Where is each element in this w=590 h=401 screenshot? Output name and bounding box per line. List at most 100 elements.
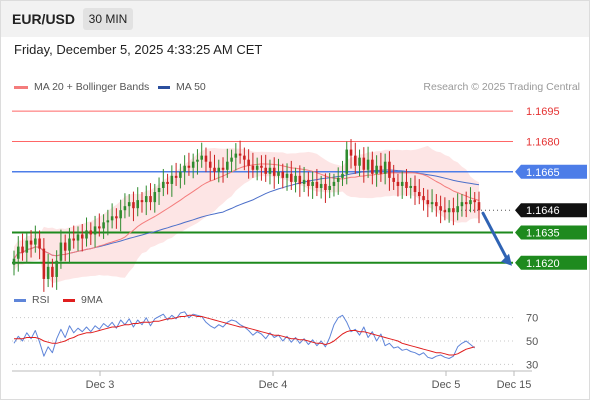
candle-body — [341, 173, 344, 178]
candle — [217, 159, 221, 183]
candle — [264, 154, 267, 182]
candle — [157, 177, 161, 205]
candle-body — [294, 175, 297, 182]
candle-body — [72, 238, 76, 241]
candle — [80, 223, 84, 252]
candle-body — [196, 159, 199, 162]
candle-body — [251, 165, 255, 170]
candle-body — [290, 173, 293, 182]
candle-body — [349, 149, 353, 156]
candle-body — [29, 240, 33, 245]
candle — [166, 173, 169, 195]
candle — [281, 163, 285, 189]
candle — [21, 233, 24, 261]
candle-body — [217, 167, 221, 172]
candle-body — [38, 238, 41, 249]
candle — [439, 195, 442, 224]
timeframe-button[interactable]: 30 MIN — [83, 8, 133, 30]
candle — [435, 194, 438, 217]
candle-body — [473, 200, 477, 203]
candle-body — [460, 202, 464, 207]
candle-body — [435, 202, 438, 207]
candle-body — [230, 157, 233, 162]
candle — [447, 200, 451, 223]
candle-body — [221, 167, 225, 170]
candle — [362, 147, 366, 183]
candle-body — [42, 248, 46, 279]
candle-body — [110, 216, 114, 221]
candle — [302, 166, 306, 193]
ma20-line — [13, 163, 480, 259]
forecast-arrow-shaft — [481, 211, 510, 263]
candle-body — [264, 167, 267, 174]
candle — [174, 162, 178, 186]
candle-body — [426, 200, 430, 205]
candle — [456, 193, 459, 221]
candle — [208, 151, 212, 181]
candle-body — [311, 181, 314, 186]
candle — [443, 197, 447, 221]
candle — [200, 142, 203, 168]
candle-body — [213, 167, 216, 172]
candle-body — [268, 167, 272, 174]
candle-body — [405, 181, 408, 188]
ma20-swatch — [14, 85, 28, 89]
candle-body — [51, 266, 54, 277]
candle — [204, 147, 208, 173]
candle-body — [392, 177, 395, 182]
candle-body — [277, 171, 280, 176]
candle-body — [179, 171, 182, 178]
candle — [366, 146, 370, 178]
candle — [196, 149, 199, 175]
candle — [85, 217, 88, 247]
candle-body — [136, 200, 139, 209]
candle-body — [162, 181, 165, 188]
candle-body — [417, 192, 421, 197]
candle-body — [243, 155, 246, 160]
candle-body — [85, 230, 88, 239]
candle — [422, 187, 425, 211]
ma9-swatch — [63, 298, 75, 302]
candle — [341, 160, 344, 186]
candle — [115, 208, 118, 229]
candle — [383, 153, 387, 185]
forecast-arrow-head — [501, 253, 512, 266]
candle — [243, 147, 246, 171]
rsi-ma-line — [14, 314, 475, 356]
candle-body — [98, 226, 101, 229]
rsi-tick-30: 30 — [526, 359, 538, 371]
candle-body — [298, 175, 302, 184]
candle-body — [447, 208, 451, 213]
candle-body — [379, 165, 383, 174]
candle — [388, 151, 391, 191]
candle — [136, 187, 139, 217]
candle-body — [238, 153, 242, 156]
candle — [469, 187, 472, 213]
candle-body — [388, 161, 391, 178]
candle — [358, 149, 361, 177]
candle-body — [354, 155, 357, 166]
candle-body — [396, 181, 400, 186]
candle-body — [439, 206, 442, 211]
price-tag-text-1.1665: 1.1665 — [526, 167, 560, 179]
candle-body — [46, 266, 50, 279]
price-tag-text-1.1646: 1.1646 — [526, 205, 560, 217]
legend-9ma: 9MA — [63, 294, 103, 306]
candle-body — [144, 196, 148, 203]
x-tick-label: Dec 3 — [86, 379, 115, 391]
legend-9ma-label: 9MA — [81, 294, 103, 306]
price-tag-text-1.1620: 1.1620 — [526, 258, 560, 270]
candle — [452, 197, 455, 226]
candle — [238, 140, 242, 164]
candle-body — [208, 161, 212, 168]
candle — [400, 171, 404, 199]
candle — [34, 225, 37, 253]
candle — [144, 185, 148, 216]
candle — [226, 148, 229, 178]
candle — [268, 159, 272, 185]
candle — [162, 168, 165, 197]
candle-body — [80, 234, 84, 239]
candle-body — [362, 157, 366, 170]
candle-body — [226, 161, 229, 170]
candle — [396, 173, 400, 197]
